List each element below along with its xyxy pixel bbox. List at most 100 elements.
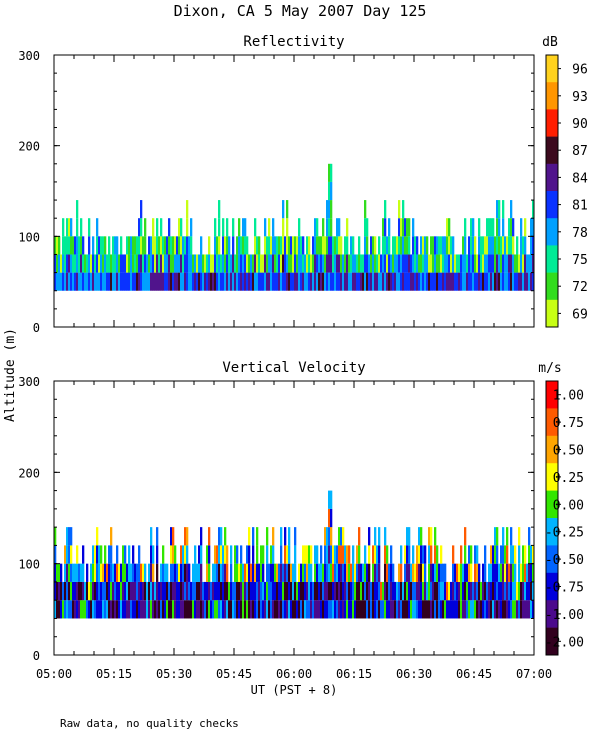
heatmap-cell (324, 272, 327, 291)
heatmap-cell (306, 236, 309, 255)
heatmap-cell (148, 563, 151, 582)
heatmap-cell (224, 236, 227, 255)
heatmap-cell (110, 581, 113, 601)
heatmap-cell (400, 236, 403, 255)
heatmap-cell (356, 563, 359, 582)
heatmap-cell (238, 218, 241, 237)
heatmap-cell (510, 236, 513, 255)
heatmap-cell (112, 272, 115, 291)
heatmap-cell (238, 236, 241, 255)
heatmap-cell (132, 545, 135, 564)
heatmap-cell (402, 254, 405, 273)
heatmap-cell (54, 581, 57, 601)
heatmap-cell (320, 254, 323, 273)
colorbar-segment (546, 518, 558, 546)
heatmap-cell (56, 254, 59, 273)
heatmap-cell (484, 236, 487, 255)
heatmap-cell (76, 236, 79, 255)
heatmap-cell (104, 254, 107, 273)
heatmap-cell (500, 254, 503, 273)
heatmap-cell (110, 563, 113, 582)
heatmap-cell (142, 272, 145, 291)
heatmap-cell (238, 581, 241, 601)
heatmap-cell (258, 254, 261, 273)
heatmap-cell (446, 218, 449, 237)
heatmap-cell (136, 254, 139, 273)
heatmap-cell (118, 254, 121, 273)
heatmap-cell (288, 236, 291, 255)
heatmap-cell (202, 581, 205, 601)
heatmap-cell (68, 563, 71, 582)
heatmap-cell (214, 581, 217, 601)
heatmap-cell (240, 236, 243, 255)
heatmap-cell (246, 545, 249, 564)
heatmap-cell (192, 581, 195, 601)
heatmap-cell (266, 600, 269, 619)
heatmap-cell (330, 200, 333, 219)
heatmap-cell (96, 545, 99, 564)
heatmap-cell (212, 563, 215, 582)
heatmap-cell (186, 218, 189, 237)
heatmap-cell (376, 254, 379, 273)
heatmap-cell (356, 581, 359, 601)
heatmap-cell (494, 545, 497, 564)
heatmap-cell (80, 581, 83, 601)
heatmap-cell (262, 545, 265, 564)
heatmap-cell (494, 254, 497, 273)
heatmap-cell (520, 236, 523, 255)
heatmap-cell (406, 545, 409, 564)
heatmap-cell (468, 272, 471, 291)
heatmap-cell (392, 600, 395, 619)
heatmap-cell (226, 254, 229, 273)
heatmap-cell (174, 236, 177, 255)
heatmap-cell (502, 272, 505, 291)
heatmap-cell (72, 272, 75, 291)
heatmap-cell (282, 581, 285, 601)
heatmap-cell (170, 236, 173, 255)
heatmap-cell (358, 527, 361, 546)
footnote: Raw data, no quality checks (60, 717, 239, 730)
heatmap-cell (150, 236, 153, 255)
heatmap-cell (502, 236, 505, 255)
heatmap-cell (348, 563, 351, 582)
heatmap-cell (446, 581, 449, 601)
heatmap-cell (166, 563, 169, 582)
heatmap-cell (256, 600, 259, 619)
heatmap-cell (152, 600, 155, 619)
heatmap-cell (374, 600, 377, 619)
heatmap-cell (66, 581, 69, 601)
heatmap-cell (184, 254, 187, 273)
heatmap-cell (306, 600, 309, 619)
heatmap-cell (246, 581, 249, 601)
heatmap-cell (438, 581, 441, 601)
heatmap-cell (72, 563, 75, 582)
heatmap-cell (414, 272, 417, 291)
heatmap-cell (246, 600, 249, 619)
heatmap-cell (490, 254, 493, 273)
heatmap-cell (524, 272, 527, 291)
heatmap-cell (256, 272, 259, 291)
heatmap-cell (402, 272, 405, 291)
heatmap-cell (498, 563, 501, 582)
heatmap-cell (320, 272, 323, 291)
heatmap-cell (134, 600, 137, 619)
heatmap-cell (226, 545, 229, 564)
heatmap-cell (526, 563, 529, 582)
heatmap-cell (398, 581, 401, 601)
colorbar-segment (546, 490, 558, 519)
heatmap-cell (340, 254, 343, 273)
heatmap-cell (490, 218, 493, 237)
heatmap-cell (280, 545, 283, 564)
colorbar-label: 90 (572, 117, 588, 132)
heatmap-cell (532, 581, 535, 601)
heatmap-cell (174, 272, 177, 291)
heatmap-cell (504, 236, 507, 255)
heatmap-cell (230, 581, 233, 601)
heatmap-cell (120, 272, 123, 291)
heatmap-cell (346, 563, 349, 582)
heatmap-cell (228, 600, 231, 619)
heatmap-cell (132, 563, 135, 582)
heatmap-cell (472, 600, 475, 619)
heatmap-cell (120, 254, 123, 273)
heatmap-cell (190, 272, 193, 291)
